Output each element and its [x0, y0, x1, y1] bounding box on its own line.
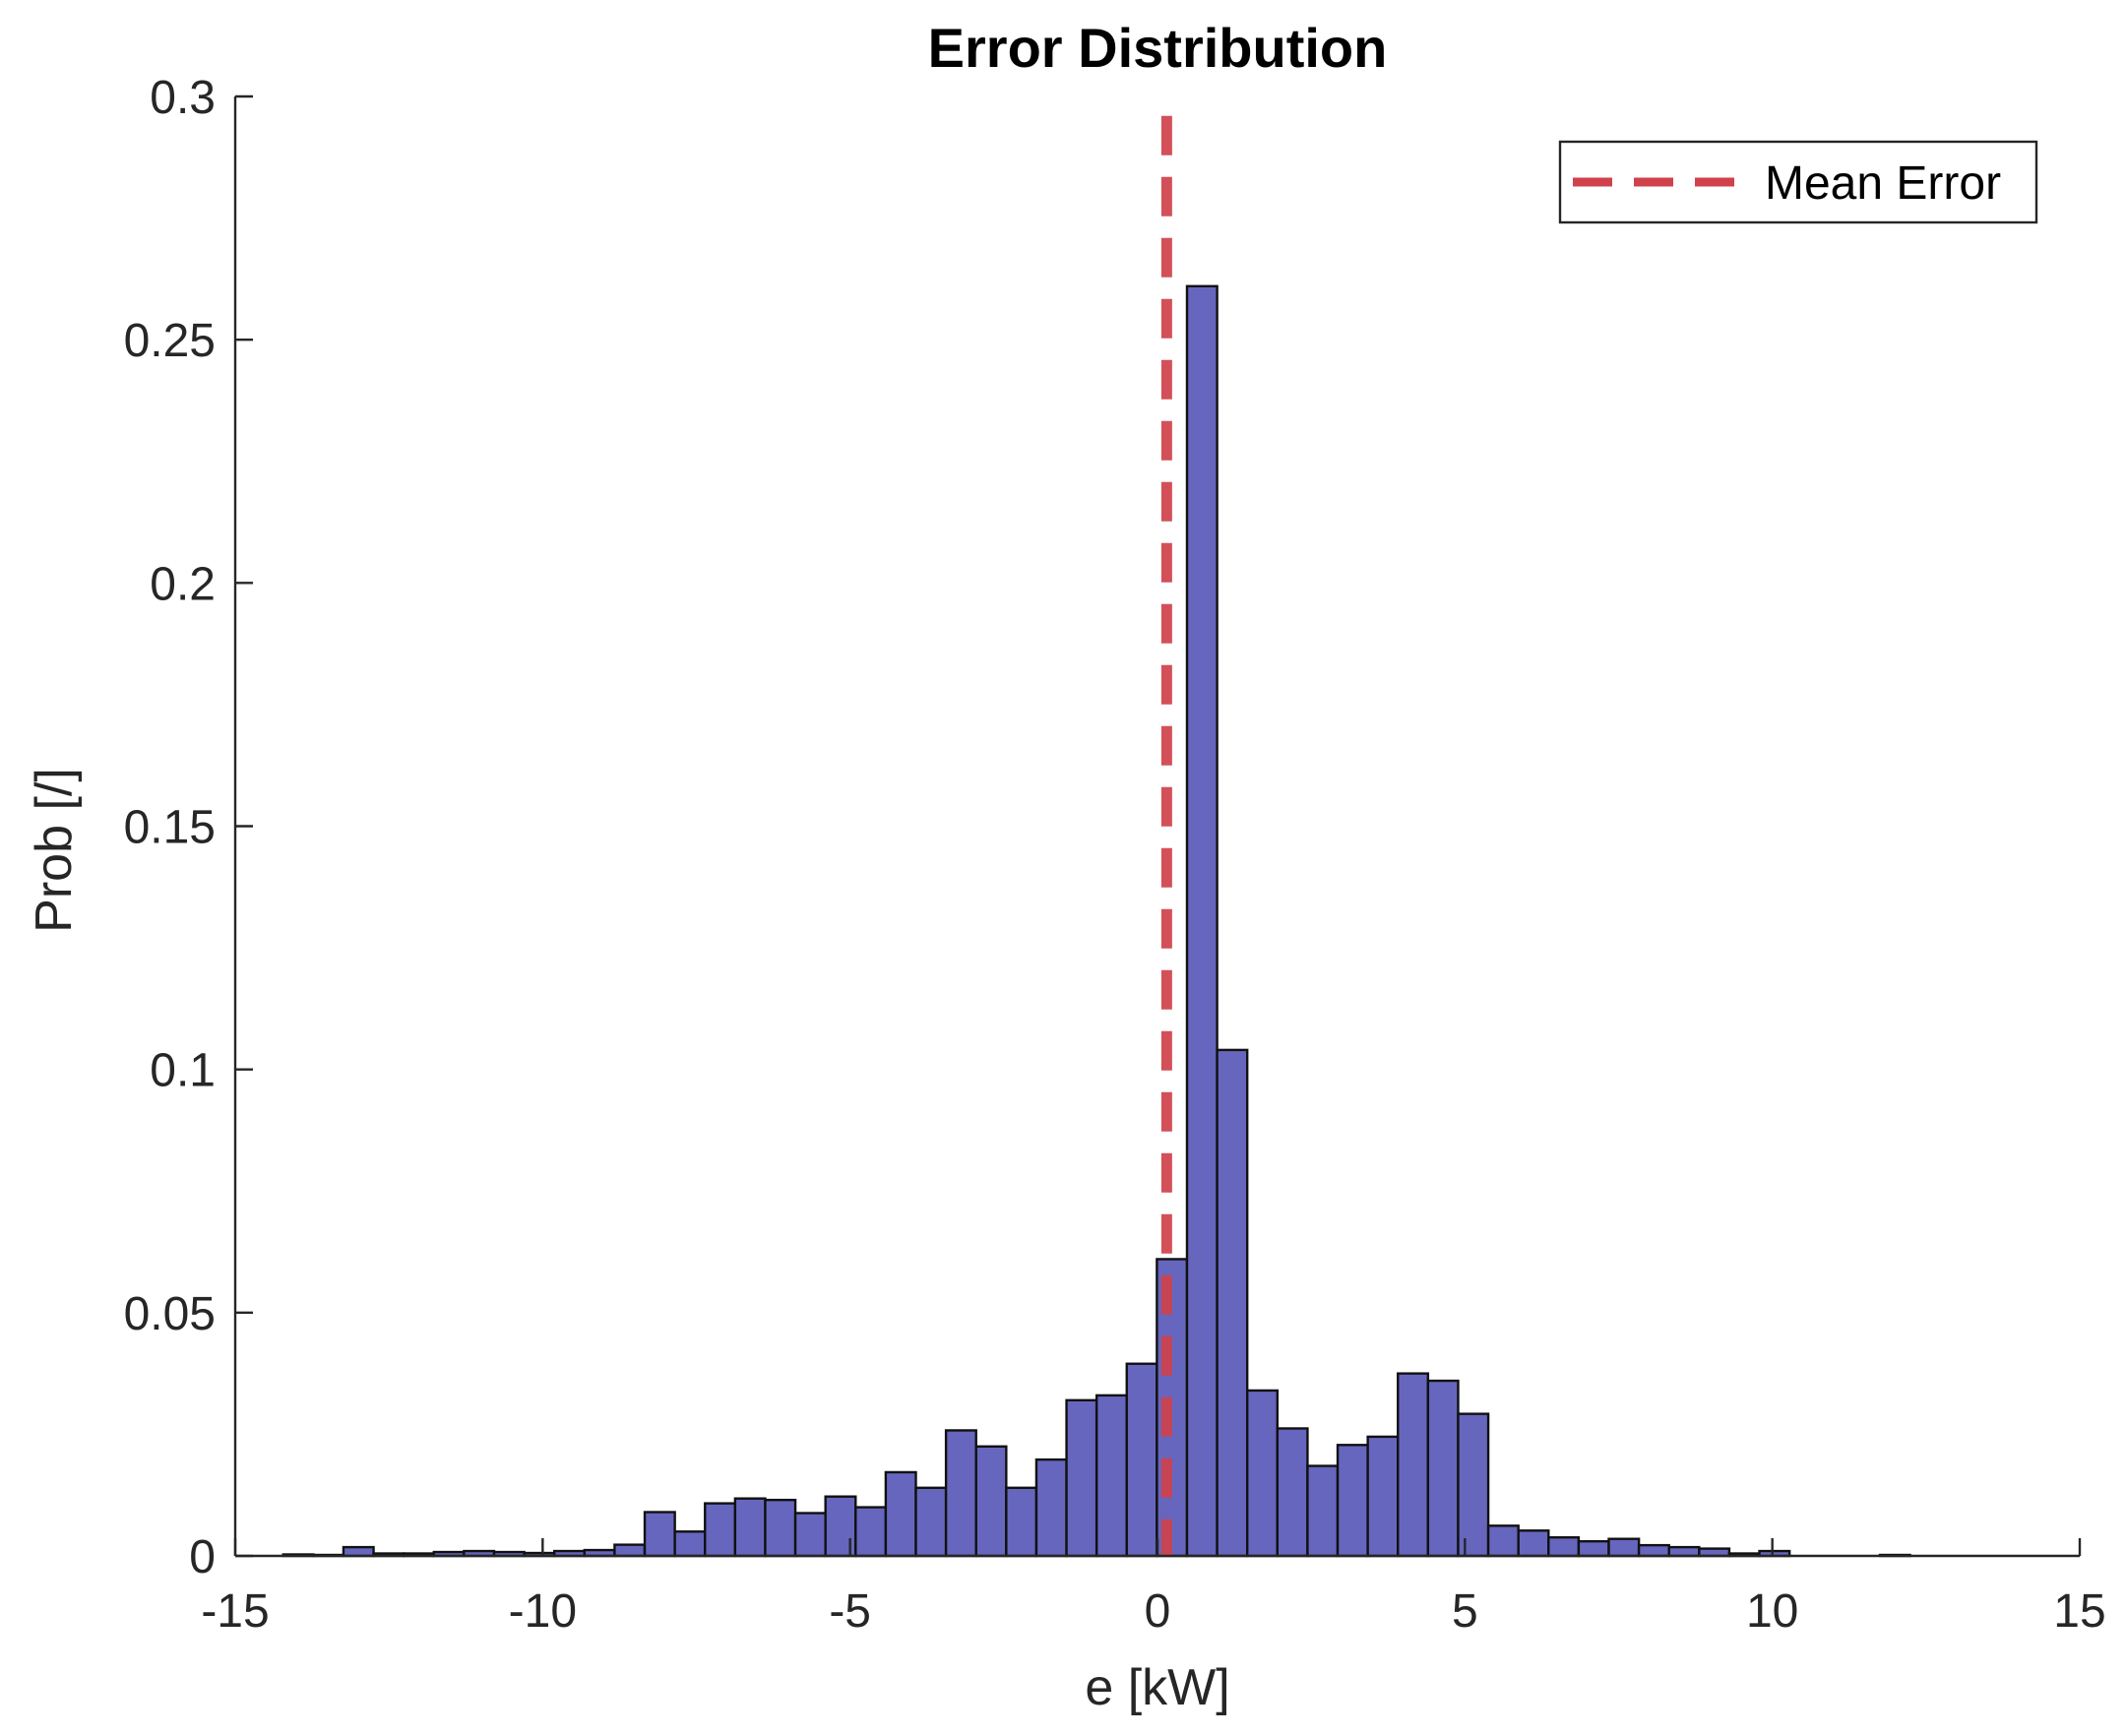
histogram-bar: [1517, 1529, 1550, 1558]
x-tick-label: -5: [829, 1585, 871, 1638]
histogram-bar: [1306, 1464, 1340, 1558]
histogram-bar: [1607, 1537, 1641, 1558]
x-tick-label: -15: [201, 1585, 269, 1638]
histogram-bar: [1094, 1394, 1128, 1558]
y-tick-label: 0.25: [124, 315, 216, 367]
y-tick-label: 0: [189, 1531, 216, 1583]
histogram-bar: [764, 1498, 797, 1558]
x-tick-label: 0: [1145, 1585, 1171, 1638]
histogram-bar: [704, 1502, 737, 1558]
y-tick-label: 0.1: [150, 1045, 216, 1097]
histogram-bar: [854, 1506, 888, 1558]
histogram-bar: [1065, 1398, 1098, 1558]
histogram-bar: [884, 1470, 917, 1558]
histogram-bar: [944, 1429, 977, 1558]
histogram-bar: [1457, 1412, 1490, 1558]
histogram-bar: [914, 1486, 948, 1558]
histogram-bar: [793, 1512, 827, 1558]
x-tick-label: 15: [2053, 1585, 2105, 1638]
histogram-bar: [1276, 1427, 1309, 1558]
histogram-bar: [1486, 1524, 1520, 1558]
histogram-bar: [342, 1545, 375, 1558]
histogram-bar: [1216, 1048, 1249, 1558]
y-axis-label: Prob [/]: [26, 768, 83, 933]
y-tick-label: 0.15: [124, 802, 216, 854]
histogram-bar: [733, 1497, 767, 1558]
histogram-bar: [1667, 1545, 1701, 1558]
histogram-bar: [1336, 1444, 1369, 1558]
histogram-bar: [643, 1511, 676, 1558]
chart-title: Error Distribution: [928, 17, 1388, 79]
histogram-bar: [974, 1445, 1008, 1558]
histogram-bar: [1577, 1539, 1610, 1558]
histogram-bar: [1005, 1486, 1038, 1558]
histogram-bar: [1185, 284, 1219, 1558]
y-tick-label: 0.3: [150, 72, 216, 124]
legend-mean-error-label: Mean Error: [1765, 157, 2001, 210]
histogram-bar: [1366, 1435, 1400, 1558]
histogram-bar: [1426, 1379, 1460, 1558]
histogram-bar: [613, 1543, 647, 1558]
x-tick-label: -10: [509, 1585, 577, 1638]
x-tick-label: 5: [1452, 1585, 1478, 1638]
histogram-bar: [1125, 1362, 1158, 1558]
histogram-bar: [1034, 1457, 1068, 1558]
x-tick-label: 10: [1746, 1585, 1798, 1638]
histogram-bar: [1245, 1389, 1280, 1558]
y-tick-label: 0.2: [150, 558, 216, 610]
axes: -15 -10 -5 0 5 10 15 0 0.05 0.1 0.15 0.2 0.25 0.3: [124, 72, 2106, 1638]
histogram-bar: [1547, 1536, 1581, 1558]
histogram-bar: [1397, 1372, 1430, 1558]
x-axis-label: e [kW]: [1085, 1659, 1229, 1716]
histogram-bars: [281, 284, 1911, 1558]
y-tick-label: 0.05: [124, 1288, 216, 1340]
histogram-bar: [673, 1530, 707, 1558]
histogram-bar: [1637, 1543, 1670, 1558]
legend: Mean Error: [1558, 140, 2038, 224]
